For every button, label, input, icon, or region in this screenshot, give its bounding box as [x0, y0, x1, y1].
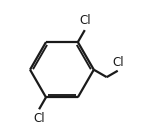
Text: Cl: Cl: [112, 56, 124, 69]
Text: Cl: Cl: [34, 112, 45, 125]
Text: Cl: Cl: [79, 14, 91, 27]
